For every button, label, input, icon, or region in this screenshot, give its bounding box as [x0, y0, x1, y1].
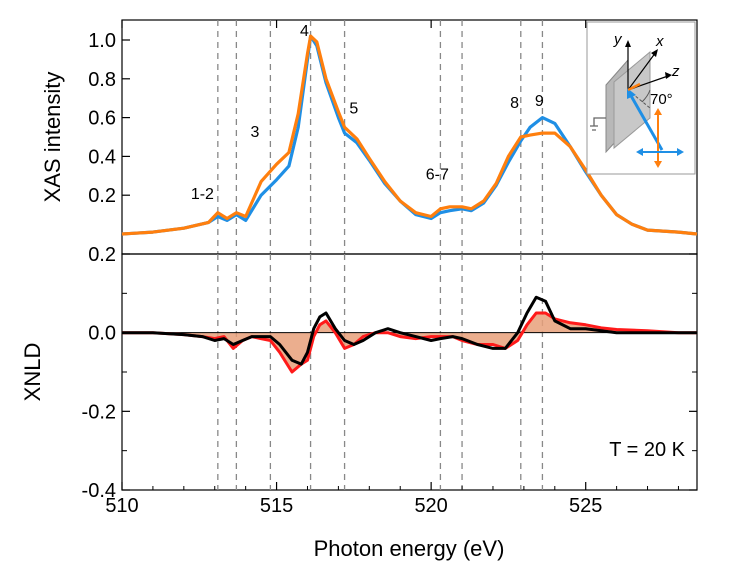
xas-y-tick-label-4: 1.0	[88, 30, 116, 52]
xnld-y-tick-label-0: -0.4	[82, 480, 116, 502]
xnld-y-ticks: -0.4 -0.2 0.0 0.2	[82, 244, 697, 502]
peak-label-6: 9	[535, 93, 544, 110]
x-axis-arrow-icon	[627, 51, 657, 91]
x-tick-label-2: 520	[414, 495, 447, 517]
peak-labels: 1-2 3 4 5 6-7 8 9	[191, 23, 544, 203]
xas-y-tick-label-3: 0.8	[88, 69, 116, 91]
peak-label-5: 8	[510, 95, 519, 112]
inset-z-label: z	[671, 63, 680, 80]
xnld-fill	[122, 313, 697, 372]
x-axis-ticks: 510 515 520 525	[105, 20, 679, 517]
geometry-inset: y x z 70°	[586, 21, 696, 175]
xnld-series	[122, 295, 697, 374]
peak-label-3: 5	[349, 101, 358, 118]
beam-arrow-icon	[628, 93, 664, 151]
inset-angle-label: 70°	[650, 91, 673, 108]
xas-y-tick-label-1: 0.4	[88, 146, 116, 168]
xas-y-axis-title: XAS intensity	[40, 72, 65, 203]
xnld-y-tick-label-3: 0.2	[88, 244, 116, 266]
temperature-annotation: T = 20 K	[609, 439, 685, 461]
ground-symbol-icon	[590, 117, 606, 131]
xnld-panel: -0.4 -0.2 0.0 0.2 510 515 520 525 XNLD Photon …	[20, 20, 698, 561]
xnld-y-tick-label-1: -0.2	[82, 401, 116, 423]
peak-label-4: 6-7	[426, 167, 449, 184]
xas-y-ticks: 0.2 0.4 0.6 0.8 1.0	[88, 30, 130, 207]
xnld-line-1	[122, 295, 697, 366]
x-tick-label-0: 510	[105, 495, 138, 517]
x-tick-label-1: 515	[260, 495, 293, 517]
xnld-line-0	[122, 311, 697, 374]
peak-marker-lines	[217, 20, 544, 254]
xas-series	[121, 34, 698, 236]
xas-y-tick-label-2: 0.6	[88, 108, 116, 130]
xas-panel: 0.2 0.4 0.6 0.8 1.0 1-2 3 4 5 6-7 8 9 XAS intensit…	[40, 19, 698, 255]
inset-x-label: x	[655, 33, 664, 50]
xnld-y-tick-label-2: 0.0	[88, 323, 116, 345]
peak-label-0: 1-2	[191, 186, 214, 203]
xas-line-1	[121, 34, 698, 236]
inset-y-label: y	[613, 31, 623, 48]
peak-label-2: 4	[300, 23, 309, 40]
xnld-shaded-area	[122, 313, 697, 372]
x-axis-title: Photon energy (eV)	[314, 536, 505, 561]
peak-marker-lines-lower	[217, 254, 544, 490]
xas-y-tick-label-0: 0.2	[88, 185, 116, 207]
peak-label-1: 3	[250, 124, 259, 141]
xnld-y-axis-title: XNLD	[20, 343, 45, 402]
x-tick-label-3: 525	[569, 495, 602, 517]
